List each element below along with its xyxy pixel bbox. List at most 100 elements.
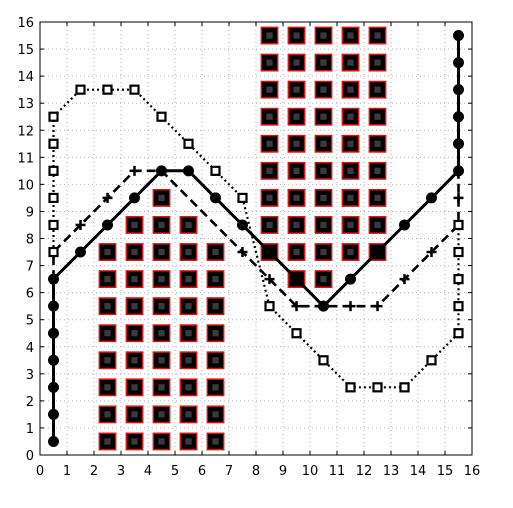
- marker-square: [453, 301, 464, 312]
- x-tick-label: 0: [36, 464, 44, 479]
- y-tick-label: 7: [26, 260, 34, 275]
- obstacle-cell-center: [320, 140, 327, 147]
- marker-circle: [345, 273, 356, 285]
- y-tick-label: 12: [17, 124, 34, 139]
- y-tick-label: 4: [26, 341, 34, 356]
- obstacle-cell-center: [347, 167, 354, 174]
- marker-square: [102, 84, 113, 95]
- marker-circle: [48, 435, 59, 447]
- obstacle-cell-center: [374, 194, 381, 202]
- marker-square: [48, 192, 59, 204]
- marker-circle: [426, 192, 437, 204]
- marker-plus: [426, 247, 437, 258]
- obstacle-cell-center: [266, 194, 273, 202]
- obstacle-cell-center: [347, 248, 354, 256]
- marker-plus: [237, 247, 248, 258]
- obstacle-cell-center: [374, 86, 381, 93]
- obstacle-cell-center: [293, 167, 300, 174]
- marker-square: [75, 84, 86, 95]
- marker-square: [318, 355, 329, 366]
- obstacle-cell-center: [185, 384, 192, 391]
- obstacle-cell-center: [131, 221, 138, 229]
- obstacle-cell-center: [347, 221, 354, 229]
- marker-square: [48, 165, 59, 176]
- y-tick-label: 3: [26, 368, 34, 383]
- path-series: [48, 30, 464, 447]
- marker-square: [48, 138, 59, 149]
- x-tick-label: 13: [383, 464, 400, 479]
- marker-circle: [102, 219, 113, 231]
- obstacle-cell-center: [347, 32, 354, 39]
- marker-square: [156, 111, 167, 122]
- series-dotted: [48, 84, 464, 393]
- obstacle-cell-center: [266, 221, 273, 229]
- marker-square: [183, 138, 194, 149]
- marker-square: [48, 246, 59, 258]
- obstacle-cell-center: [320, 221, 327, 229]
- obstacle-cell-center: [185, 275, 192, 283]
- x-tick-label: 8: [252, 464, 260, 479]
- x-tick-label: 16: [464, 464, 481, 479]
- obstacle-cell-center: [158, 303, 165, 310]
- marker-circle: [291, 273, 302, 285]
- obstacle-cell-center: [158, 275, 165, 283]
- obstacle-cell-center: [293, 59, 300, 66]
- marker-plus: [345, 301, 356, 312]
- obstacle-cell-center: [374, 32, 381, 39]
- marker-plus: [453, 192, 464, 203]
- marker-plus: [48, 274, 59, 285]
- x-tick-label: 9: [279, 464, 287, 479]
- obstacle-cell-center: [347, 59, 354, 66]
- marker-square: [237, 192, 248, 204]
- obstacle-cell-center: [104, 384, 111, 391]
- obstacle-cell-center: [347, 113, 354, 120]
- obstacle-cell-center: [158, 357, 165, 364]
- marker-plus: [264, 274, 275, 285]
- x-tick-label: 6: [198, 464, 206, 479]
- marker-circle: [399, 219, 410, 231]
- obstacle-cell-center: [158, 330, 165, 337]
- obstacle-cell-center: [212, 357, 219, 364]
- obstacle-cell-center: [293, 194, 300, 202]
- y-tick-label: 16: [17, 16, 34, 31]
- obstacle-cell-center: [104, 438, 111, 445]
- marker-plus: [129, 165, 140, 176]
- obstacle-cell-center: [374, 167, 381, 174]
- marker-circle: [48, 354, 59, 366]
- y-tick-label: 14: [17, 70, 34, 85]
- x-tick-label: 7: [225, 464, 233, 479]
- obstacle-cell-center: [212, 384, 219, 391]
- obstacle-cell-center: [131, 438, 138, 445]
- obstacle-cell-center: [320, 86, 327, 93]
- y-tick-label: 13: [17, 97, 34, 112]
- obstacle-cell-center: [320, 59, 327, 66]
- x-tick-label: 10: [302, 464, 319, 479]
- marker-circle: [453, 57, 464, 69]
- marker-circle: [453, 111, 464, 123]
- obstacle-cell-center: [212, 330, 219, 337]
- obstacle-cell-center: [131, 330, 138, 337]
- marker-square: [48, 219, 59, 231]
- x-tick-labels: 0 1 2 3 4 5 6 7 8 9 10 11 12 13 14 15 16: [36, 464, 480, 479]
- obstacle-cell-center: [158, 248, 165, 256]
- x-tick-label: 14: [410, 464, 427, 479]
- marker-circle: [210, 192, 221, 204]
- y-tick-label: 9: [26, 205, 34, 220]
- obstacle-cells: [98, 26, 387, 451]
- marker-circle: [48, 408, 59, 420]
- y-tick-label: 5: [26, 314, 34, 329]
- marker-square: [426, 355, 437, 366]
- obstacle-cell-center: [293, 221, 300, 229]
- marker-square: [345, 382, 356, 393]
- marker-square: [453, 246, 464, 258]
- x-tick-label: 11: [329, 464, 346, 479]
- series-dashed: [48, 165, 464, 312]
- marker-square: [372, 382, 383, 393]
- obstacle-cell-center: [320, 32, 327, 39]
- obstacle-cell-center: [266, 167, 273, 174]
- y-tick-label: 10: [17, 178, 34, 193]
- obstacle-cell-center: [212, 303, 219, 310]
- obstacle-cell-center: [293, 140, 300, 147]
